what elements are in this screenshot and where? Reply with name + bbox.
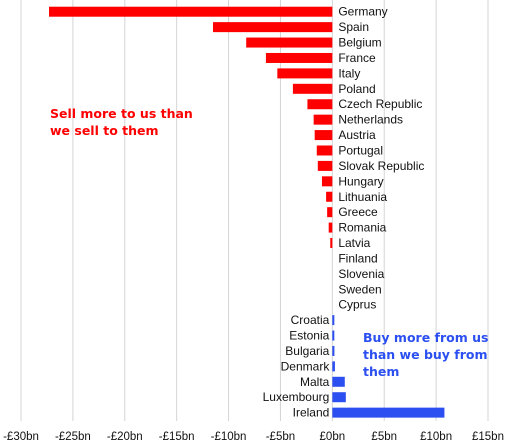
category-label-germany: Germany [338,5,387,19]
category-label-malta: Malta [300,375,330,389]
category-label-luxembourg: Luxembourg [263,390,330,404]
x-tick-label-8: £10bn [420,431,452,443]
category-label-italy: Italy [338,66,360,80]
category-label-croatia: Croatia [291,313,330,327]
bar-croatia [332,315,335,326]
bar-austria [314,130,333,141]
bar-italy [277,68,333,79]
category-label-france: France [338,51,376,65]
bar-malta [332,376,345,387]
bar-greece [327,207,333,218]
category-label-portugal: Portugal [338,143,383,157]
x-tick-label-7: £5bn [371,431,397,443]
category-label-belgium: Belgium [338,36,381,50]
x-tick-label-4: -£10bn [211,431,247,443]
category-label-spain: Spain [338,20,369,34]
x-tick-label-5: -£5bn [266,431,295,443]
annotation-buy-more: Buy more from us than we buy from them [363,330,493,379]
annotation-sell-more-line-2: we sell to them [50,123,159,138]
bar-france [265,52,333,63]
bar-spain [212,22,333,33]
x-tick-label-0: -£30bn [3,431,39,443]
bar-bulgaria [332,345,335,356]
bars [49,6,445,418]
category-label-cyprus: Cyprus [338,298,376,312]
bar-luxembourg [332,392,346,403]
category-label-czech-republic: Czech Republic [338,97,422,111]
category-label-austria: Austria [338,128,376,142]
category-label-hungary: Hungary [338,174,383,188]
x-tick-label-1: -£25bn [55,431,91,443]
category-label-greece: Greece [338,205,378,219]
bar-belgium [246,37,333,48]
category-label-slovak-republic: Slovak Republic [338,159,424,173]
bar-slovak-republic [317,160,333,171]
bar-latvia [330,238,333,249]
category-label-bulgaria: Bulgaria [285,344,329,358]
category-label-estonia: Estonia [289,329,329,343]
category-label-latvia: Latvia [338,236,370,250]
category-label-finland: Finland [338,251,377,265]
x-tick-label-9: £15bn [472,431,504,443]
bar-poland [292,83,333,94]
category-label-romania: Romania [338,221,386,235]
bar-denmark [332,361,335,372]
bar-czech-republic [307,99,333,110]
bar-portugal [316,145,333,156]
category-label-ireland: Ireland [293,406,330,420]
annotation-buy-more-line-3: them [363,364,399,379]
category-label-netherlands: Netherlands [338,113,403,127]
bar-netherlands [313,114,333,125]
category-label-slovenia: Slovenia [338,267,384,281]
annotation-sell-more: Sell more to us than we sell to them [50,106,197,138]
bar-hungary [321,176,333,187]
category-label-lithuania: Lithuania [338,190,387,204]
annotation-sell-more-line-1: Sell more to us than [50,106,193,121]
annotations: Sell more to us than we sell to them Buy… [50,106,493,379]
category-label-poland: Poland [338,82,375,96]
bar-estonia [332,330,335,341]
category-label-denmark: Denmark [281,359,331,373]
x-tick-label-2: -£20bn [107,431,143,443]
category-label-sweden: Sweden [338,282,381,296]
bar-romania [328,222,333,233]
x-tick-label-3: -£15bn [159,431,195,443]
bar-ireland [332,407,445,418]
annotation-buy-more-line-2: than we buy from [363,347,488,362]
bar-germany [49,6,333,17]
x-tick-label-6: £0bn [320,431,346,443]
bar-lithuania [326,191,333,202]
x-axis-tick-labels: -£30bn -£25bn -£20bn -£15bn -£10bn -£5bn £0bn £… [3,431,504,443]
annotation-buy-more-line-1: Buy more from us [363,330,488,345]
